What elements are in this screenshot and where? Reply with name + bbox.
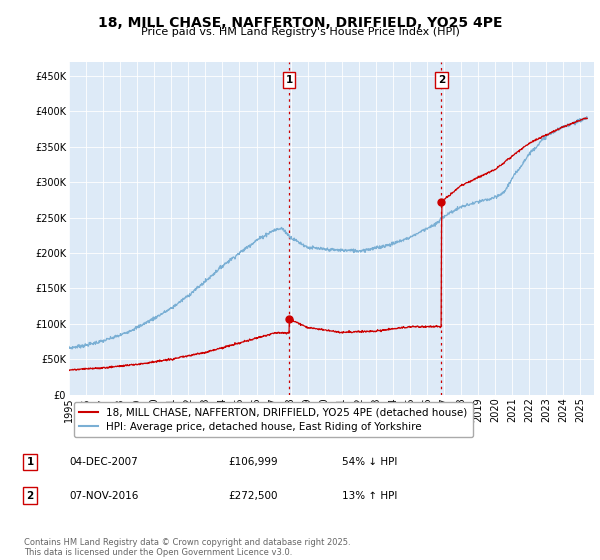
Text: £106,999: £106,999 — [228, 457, 278, 467]
Text: 13% ↑ HPI: 13% ↑ HPI — [342, 491, 397, 501]
Text: 18, MILL CHASE, NAFFERTON, DRIFFIELD, YO25 4PE: 18, MILL CHASE, NAFFERTON, DRIFFIELD, YO… — [98, 16, 502, 30]
Legend: 18, MILL CHASE, NAFFERTON, DRIFFIELD, YO25 4PE (detached house), HPI: Average pr: 18, MILL CHASE, NAFFERTON, DRIFFIELD, YO… — [74, 402, 473, 437]
Text: 1: 1 — [26, 457, 34, 467]
Text: 1: 1 — [286, 75, 293, 85]
Text: 2: 2 — [438, 75, 445, 85]
Text: 04-DEC-2007: 04-DEC-2007 — [69, 457, 138, 467]
Text: £272,500: £272,500 — [228, 491, 277, 501]
Text: 54% ↓ HPI: 54% ↓ HPI — [342, 457, 397, 467]
Text: Contains HM Land Registry data © Crown copyright and database right 2025.
This d: Contains HM Land Registry data © Crown c… — [24, 538, 350, 557]
Text: 07-NOV-2016: 07-NOV-2016 — [69, 491, 139, 501]
Text: 2: 2 — [26, 491, 34, 501]
Text: Price paid vs. HM Land Registry's House Price Index (HPI): Price paid vs. HM Land Registry's House … — [140, 27, 460, 37]
